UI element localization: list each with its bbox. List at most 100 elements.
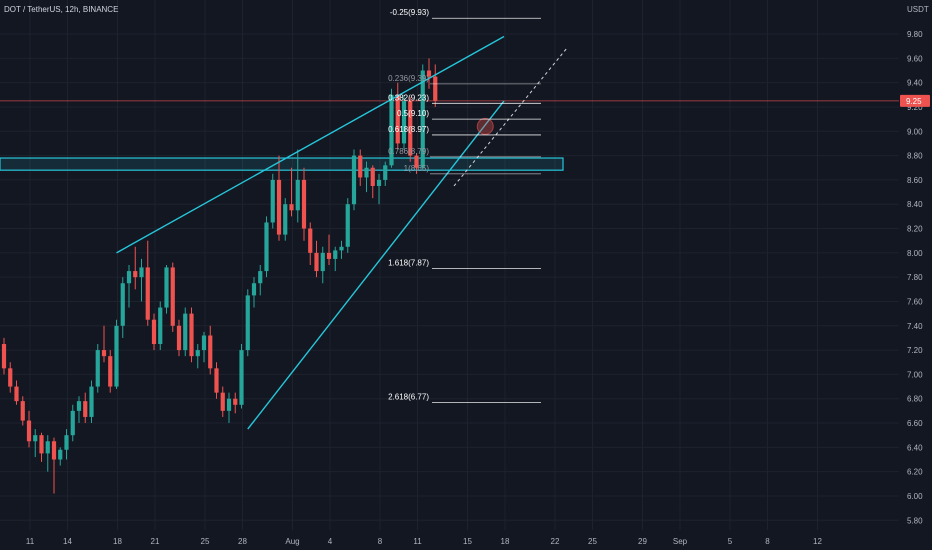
price-tick-label: 5.80 — [907, 516, 923, 525]
candle-body — [376, 179, 382, 186]
time-tick-label: 11 — [413, 537, 422, 546]
price-tick-label: 9.80 — [907, 30, 923, 39]
candle-body — [1, 344, 7, 369]
price-tick-label: 7.00 — [907, 370, 923, 379]
price-tick-label: 6.00 — [907, 492, 923, 501]
candle-body — [39, 435, 44, 454]
candle-body — [383, 165, 388, 180]
candle-body — [239, 350, 244, 405]
candle-body — [76, 401, 82, 411]
drawings-front-layer — [116, 35, 567, 430]
candle-body — [326, 252, 332, 259]
candle-body — [426, 70, 432, 77]
candle-body — [345, 204, 350, 247]
fib-level-label: 0.618(8.97) — [388, 125, 429, 134]
time-tick-label: 14 — [63, 537, 72, 546]
candle-body — [214, 368, 219, 393]
time-tick-label: 5 — [728, 537, 733, 546]
candle-body — [320, 252, 325, 272]
time-tick-label: 18 — [113, 537, 122, 546]
candle-body — [45, 441, 50, 454]
candle-body — [201, 335, 207, 351]
time-tick-label: Aug — [285, 537, 299, 546]
fib-level-label: 0.382(9.23) — [388, 93, 429, 102]
candle-body — [101, 350, 107, 357]
candle-body — [114, 325, 119, 387]
time-axis[interactable]: 11 14 18 21 25 28 Aug 4 8 11 15 18 22 25 29 Sep 5 8 12 — [0, 530, 932, 550]
time-tick-label: 8 — [765, 537, 770, 546]
candle-body — [51, 441, 57, 460]
time-tick-label: Sep — [673, 537, 688, 546]
price-axis-bg — [899, 0, 932, 550]
candle-body — [283, 204, 288, 235]
candle-body — [314, 252, 319, 272]
candle-body — [58, 449, 63, 460]
candle-body — [389, 94, 394, 166]
fib-level-label: 2.618(6.77) — [388, 392, 429, 401]
candle-body — [370, 167, 375, 186]
time-tick-label: 25 — [201, 537, 210, 546]
wedge-lower-trendline[interactable] — [247, 100, 505, 430]
price-tick-label: 9.00 — [907, 127, 923, 136]
candle-body — [401, 100, 407, 144]
time-tick-label: 4 — [328, 537, 333, 546]
fib-level-label: 1(8.65) — [404, 164, 430, 173]
time-tick-label: 25 — [588, 537, 597, 546]
current-price-badge — [900, 94, 930, 107]
fib-level-label: 0.786(8.79) — [388, 147, 429, 156]
support-zone-rect[interactable] — [0, 157, 564, 171]
candle-body — [70, 410, 75, 436]
wedge-upper-trendline[interactable] — [116, 35, 505, 254]
fib-level-label: 0.5(9.10) — [397, 109, 429, 118]
time-axis-bg — [0, 530, 932, 550]
candle-body — [120, 283, 125, 326]
candles-layer — [1, 58, 438, 494]
price-tick-label: 9.60 — [907, 54, 923, 63]
candle-body — [145, 267, 150, 320]
symbol-legend[interactable]: DOT / TetherUS, 12h, BINANCE — [4, 5, 118, 14]
candle-body — [26, 420, 32, 442]
candle-body — [258, 271, 263, 284]
candle-body — [83, 401, 88, 417]
candle-body — [64, 435, 69, 450]
time-tick-label: 28 — [238, 537, 247, 546]
candle-body — [264, 222, 269, 272]
candle-body — [251, 283, 257, 296]
candle-body — [183, 313, 188, 351]
price-axis[interactable]: 5.80 6.00 6.20 6.40 6.60 6.80 7.00 7.20 7.40 7.60… — [899, 0, 932, 550]
target-circle[interactable] — [476, 117, 494, 135]
candle-body — [89, 386, 94, 417]
price-tick-label: 7.40 — [907, 322, 923, 331]
candle-body — [126, 271, 132, 284]
time-tick-label: 11 — [26, 537, 35, 546]
candle-body — [364, 167, 369, 178]
price-tick-label: 6.20 — [907, 468, 923, 477]
candle-body — [245, 295, 250, 351]
time-tick-label: 8 — [378, 537, 383, 546]
candle-body — [220, 392, 225, 411]
candle-body — [170, 267, 175, 326]
time-tick-label: 22 — [551, 537, 560, 546]
candle-body — [33, 435, 38, 442]
candle-body — [333, 250, 338, 259]
price-tick-label: 7.20 — [907, 346, 923, 355]
candle-body — [20, 401, 25, 421]
candle-body — [14, 386, 19, 402]
price-tick-label: 7.80 — [907, 273, 923, 282]
price-tick-label: 6.80 — [907, 395, 923, 404]
candle-body — [308, 228, 313, 253]
candle-body — [95, 350, 100, 387]
currency-label: USDT — [907, 5, 929, 14]
price-tick-label: 9.40 — [907, 79, 923, 88]
candle-body — [408, 100, 413, 156]
price-tick-label: 9.20 — [907, 103, 923, 112]
price-tick-label: 7.60 — [907, 297, 923, 306]
candle-body — [208, 335, 213, 369]
candle-body — [226, 398, 232, 411]
price-tick-label: 8.00 — [907, 249, 923, 258]
candle-body — [189, 313, 194, 357]
candle-body — [8, 368, 13, 387]
candle-body — [195, 350, 200, 357]
